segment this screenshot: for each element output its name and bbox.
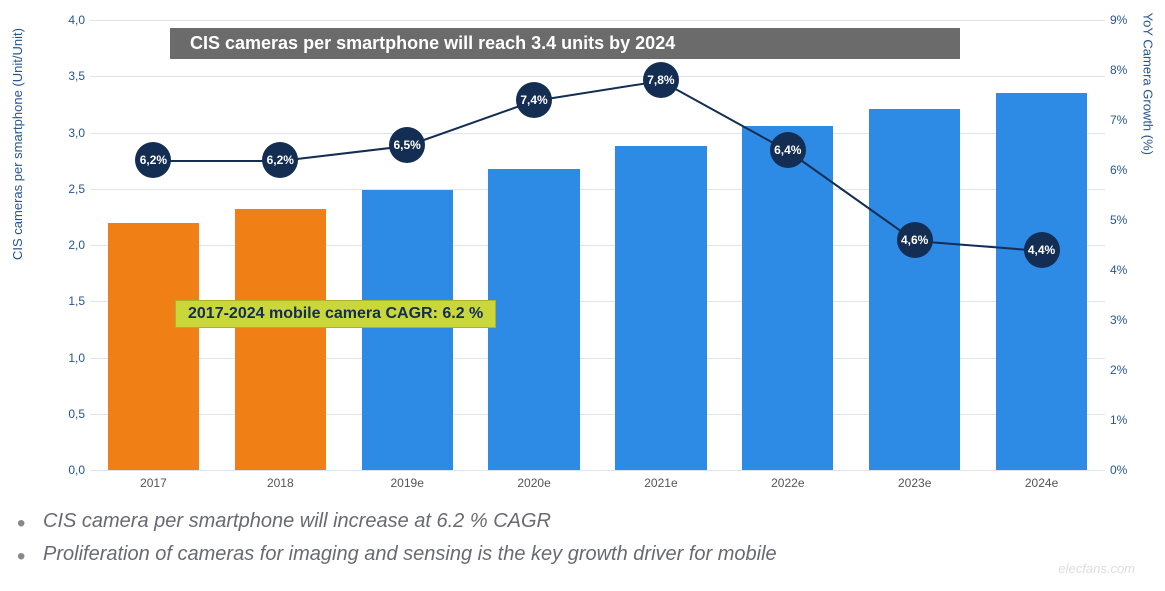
line-marker: 7,8% (643, 62, 679, 98)
marker-label: 6,4% (774, 143, 801, 157)
line-segment (660, 80, 788, 152)
x-tick: 2017 (140, 476, 167, 490)
y-tick-left: 0,5 (55, 407, 85, 421)
bar (108, 223, 199, 471)
marker-label: 7,8% (647, 73, 674, 87)
marker-label: 7,4% (520, 93, 547, 107)
marker-label: 6,2% (267, 153, 294, 167)
cagr-banner: 2017-2024 mobile camera CAGR: 6.2 % (175, 300, 496, 328)
y-tick-right: 7% (1110, 113, 1135, 127)
y-axis-left-label: CIS cameras per smartphone (Unit/Unit) (10, 28, 25, 260)
y-tick-right: 5% (1110, 213, 1135, 227)
bar (742, 126, 833, 470)
bullet-item: Proliferation of cameras for imaging and… (35, 543, 777, 566)
y-tick-right: 9% (1110, 13, 1135, 27)
bullet-item: CIS camera per smartphone will increase … (35, 510, 777, 533)
line-marker: 4,6% (897, 222, 933, 258)
line-marker: 6,5% (389, 127, 425, 163)
y-tick-right: 1% (1110, 413, 1135, 427)
title-banner: CIS cameras per smartphone will reach 3.… (170, 28, 960, 59)
line-marker: 6,4% (770, 132, 806, 168)
marker-label: 4,6% (901, 233, 928, 247)
gridline (90, 20, 1105, 21)
marker-label: 6,5% (394, 138, 421, 152)
marker-label: 4,4% (1028, 243, 1055, 257)
line-segment (407, 100, 535, 147)
bar (869, 109, 960, 470)
y-tick-left: 2,0 (55, 238, 85, 252)
y-tick-left: 3,5 (55, 69, 85, 83)
x-tick: 2021e (644, 476, 677, 490)
line-marker: 4,4% (1024, 232, 1060, 268)
x-tick: 2018 (267, 476, 294, 490)
y-tick-left: 1,0 (55, 351, 85, 365)
line-marker: 6,2% (135, 142, 171, 178)
x-tick: 2023e (898, 476, 931, 490)
x-tick: 2024e (1025, 476, 1058, 490)
x-tick: 2020e (517, 476, 550, 490)
y-tick-left: 3,0 (55, 126, 85, 140)
y-tick-right: 0% (1110, 463, 1135, 477)
y-tick-left: 0,0 (55, 463, 85, 477)
bullet-list: CIS camera per smartphone will increase … (35, 510, 777, 576)
bar (488, 169, 579, 471)
bar (615, 146, 706, 470)
y-tick-left: 4,0 (55, 13, 85, 27)
y-tick-right: 4% (1110, 263, 1135, 277)
line-segment (534, 80, 661, 102)
y-tick-right: 8% (1110, 63, 1135, 77)
line-segment (280, 145, 407, 162)
line-marker: 6,2% (262, 142, 298, 178)
marker-label: 6,2% (140, 153, 167, 167)
line-segment (153, 160, 280, 162)
watermark: elecfans.com (1058, 561, 1135, 576)
bar (235, 209, 326, 470)
plot-area: 2017-2024 mobile camera CAGR: 6.2 % 0,00… (90, 20, 1105, 470)
gridline (90, 76, 1105, 77)
y-axis-right-label: YoY Camera Growth (%) (1140, 13, 1155, 155)
y-tick-right: 2% (1110, 363, 1135, 377)
y-tick-left: 2,5 (55, 182, 85, 196)
line-marker: 7,4% (516, 82, 552, 118)
bar (996, 93, 1087, 470)
chart-container: CIS cameras per smartphone will reach 3.… (20, 10, 1145, 500)
y-tick-left: 1,5 (55, 294, 85, 308)
y-tick-right: 3% (1110, 313, 1135, 327)
x-tick: 2019e (391, 476, 424, 490)
gridline (90, 470, 1105, 471)
x-tick: 2022e (771, 476, 804, 490)
y-tick-right: 6% (1110, 163, 1135, 177)
bar (362, 190, 453, 470)
